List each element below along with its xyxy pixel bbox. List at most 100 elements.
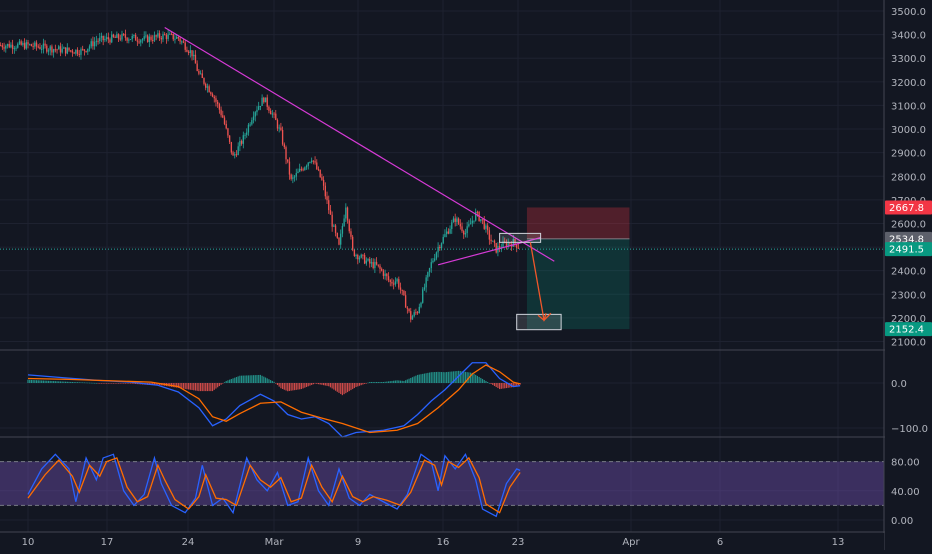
macd-histogram-bar	[61, 381, 63, 383]
candle-body	[469, 223, 472, 225]
candle-body	[15, 47, 17, 49]
macd-histogram-bar	[345, 383, 347, 394]
candle-body	[104, 38, 106, 41]
candle-body	[222, 115, 224, 118]
macd-histogram-bar	[131, 383, 133, 384]
candle-body	[162, 34, 164, 40]
macd-histogram-bar	[471, 372, 473, 383]
candle-body	[105, 37, 108, 39]
candle-body	[269, 110, 272, 115]
candle-body	[375, 261, 378, 265]
macd-histogram-bar	[300, 383, 302, 390]
macd-histogram-bar	[121, 383, 123, 384]
macd-histogram-bar	[270, 380, 272, 383]
candle-body	[220, 109, 222, 116]
macd-histogram-bar	[384, 381, 386, 383]
candle-body	[516, 243, 518, 248]
candle-body	[457, 218, 460, 224]
macd-histogram-bar	[389, 381, 391, 383]
candle-body	[353, 249, 356, 256]
macd-histogram-bar	[191, 383, 193, 391]
macd-histogram-bar	[495, 383, 497, 388]
candle-body	[87, 48, 89, 52]
stochastic-panel-series	[27, 452, 521, 518]
candle-body	[517, 247, 520, 249]
macd-histogram-bar	[428, 372, 431, 383]
candle-body	[92, 41, 94, 47]
candle-body	[210, 92, 212, 95]
macd-histogram-bar	[71, 382, 74, 383]
macd-histogram-bar	[59, 381, 62, 383]
macd-histogram-bar	[466, 372, 468, 383]
projection-arrowhead	[537, 313, 547, 322]
macd-histogram-bar	[129, 383, 132, 384]
candle-body	[514, 239, 516, 244]
macd-histogram-bar	[37, 380, 39, 383]
macd-histogram-bar	[117, 383, 120, 384]
candle-body	[483, 219, 485, 229]
candle-body	[324, 185, 326, 197]
candle-body	[261, 97, 263, 107]
macd-histogram-bar	[133, 383, 135, 384]
candle-body	[116, 34, 118, 38]
annotation-box	[516, 313, 562, 331]
candle-body	[336, 232, 338, 238]
macd-histogram-bar	[454, 371, 456, 383]
candle-body	[54, 49, 57, 51]
candle-body	[406, 307, 409, 309]
candle-body	[447, 231, 450, 234]
macd-histogram-bar	[317, 383, 320, 385]
candle-body	[411, 316, 414, 320]
macd-histogram-bar	[334, 383, 337, 391]
candle-body	[463, 231, 465, 235]
candle-body	[415, 312, 417, 314]
macd-histogram-bar	[442, 372, 444, 383]
macd-histogram-bar	[176, 383, 178, 388]
macd-histogram-bar	[312, 383, 314, 385]
macd-histogram-bar	[104, 383, 106, 384]
candle-body	[273, 113, 275, 115]
macd-histogram-bar	[512, 383, 514, 388]
macd-histogram-bar	[379, 381, 381, 383]
price-tag-background	[885, 322, 932, 337]
candle-body	[259, 106, 262, 108]
candle-body	[244, 134, 246, 136]
candle-body	[334, 225, 337, 233]
macd-histogram-bar	[410, 377, 412, 383]
candle-body	[422, 289, 424, 303]
stochastic-tick-label: 80.00	[891, 458, 920, 469]
candle-body	[350, 231, 352, 237]
macd-histogram-bar	[493, 383, 496, 387]
macd-histogram-bar	[85, 382, 87, 384]
macd-histogram-bar	[481, 378, 484, 383]
macd-histogram-bar	[278, 383, 280, 387]
macd-panel-series	[27, 362, 521, 438]
candle-body	[263, 97, 265, 103]
macd-histogram-bar	[73, 382, 75, 383]
candle-body	[58, 46, 60, 50]
candle-body	[109, 39, 111, 43]
candle-body	[158, 33, 161, 38]
macd-histogram-bar	[500, 383, 502, 389]
macd-histogram-bar	[30, 379, 33, 383]
candle-body	[11, 44, 14, 49]
price-tick-label: 2900.0	[891, 149, 926, 160]
macd-histogram-bar	[184, 383, 186, 389]
macd-histogram-bar	[188, 383, 190, 390]
macd-histogram-bar	[107, 383, 109, 384]
macd-histogram-bar	[483, 379, 485, 383]
macd-signal-line	[27, 364, 521, 434]
candle-body	[46, 45, 48, 52]
candle-body	[205, 83, 207, 88]
stochastic-tick-label: 40.00	[891, 487, 920, 498]
candle-body	[252, 116, 255, 121]
candle-body	[211, 94, 214, 97]
macd-histogram-bar	[381, 381, 383, 383]
macd-histogram-bar	[198, 383, 200, 392]
candle-body	[305, 165, 308, 168]
macd-histogram-bar	[340, 383, 342, 395]
stochastic-k-line	[27, 452, 521, 518]
